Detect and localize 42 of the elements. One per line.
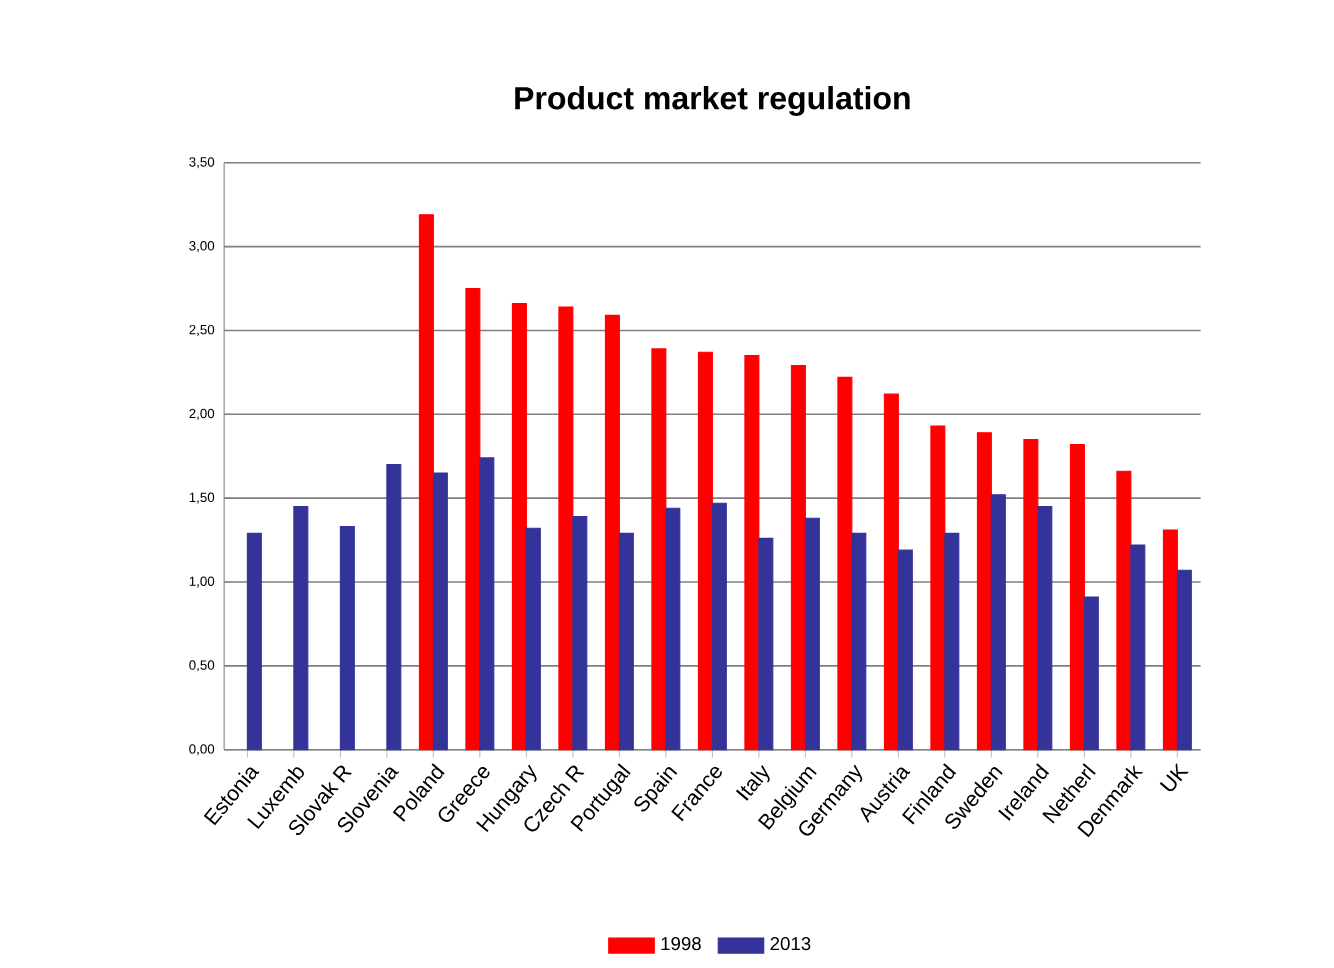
bar [1162,529,1178,751]
bar [790,364,806,751]
bar [1116,470,1132,751]
bar [293,505,309,751]
bar [897,549,913,751]
legend-label: 1998 [661,936,701,950]
bar [618,532,634,751]
bar [976,431,992,751]
bar [1083,596,1099,751]
bar [758,537,774,751]
bar [651,348,667,751]
bar [386,463,402,751]
bar [944,532,960,751]
bar [697,351,713,751]
x-tick-label: UK [1159,762,1189,791]
bar [665,507,681,751]
bar [804,517,820,751]
bar [744,354,760,751]
bar [930,425,946,751]
bar [1069,443,1085,751]
bar [604,314,620,751]
bar [1176,569,1192,751]
legend-label: 2013 [770,936,811,950]
bar [851,532,867,751]
bar [883,393,899,751]
bar [558,306,574,751]
bar [711,502,727,751]
bar [479,457,495,751]
bar [432,472,448,751]
bar [418,213,434,751]
bar [465,287,481,751]
bar [525,527,541,751]
bar [990,494,1006,751]
chart-title: Product market regulation [515,85,910,116]
bar [1037,505,1053,751]
bar [572,515,588,751]
bar [246,532,262,751]
bar [1130,544,1146,751]
bar [511,302,527,751]
bar [837,376,853,751]
bar [1023,438,1039,751]
bar [339,525,355,751]
